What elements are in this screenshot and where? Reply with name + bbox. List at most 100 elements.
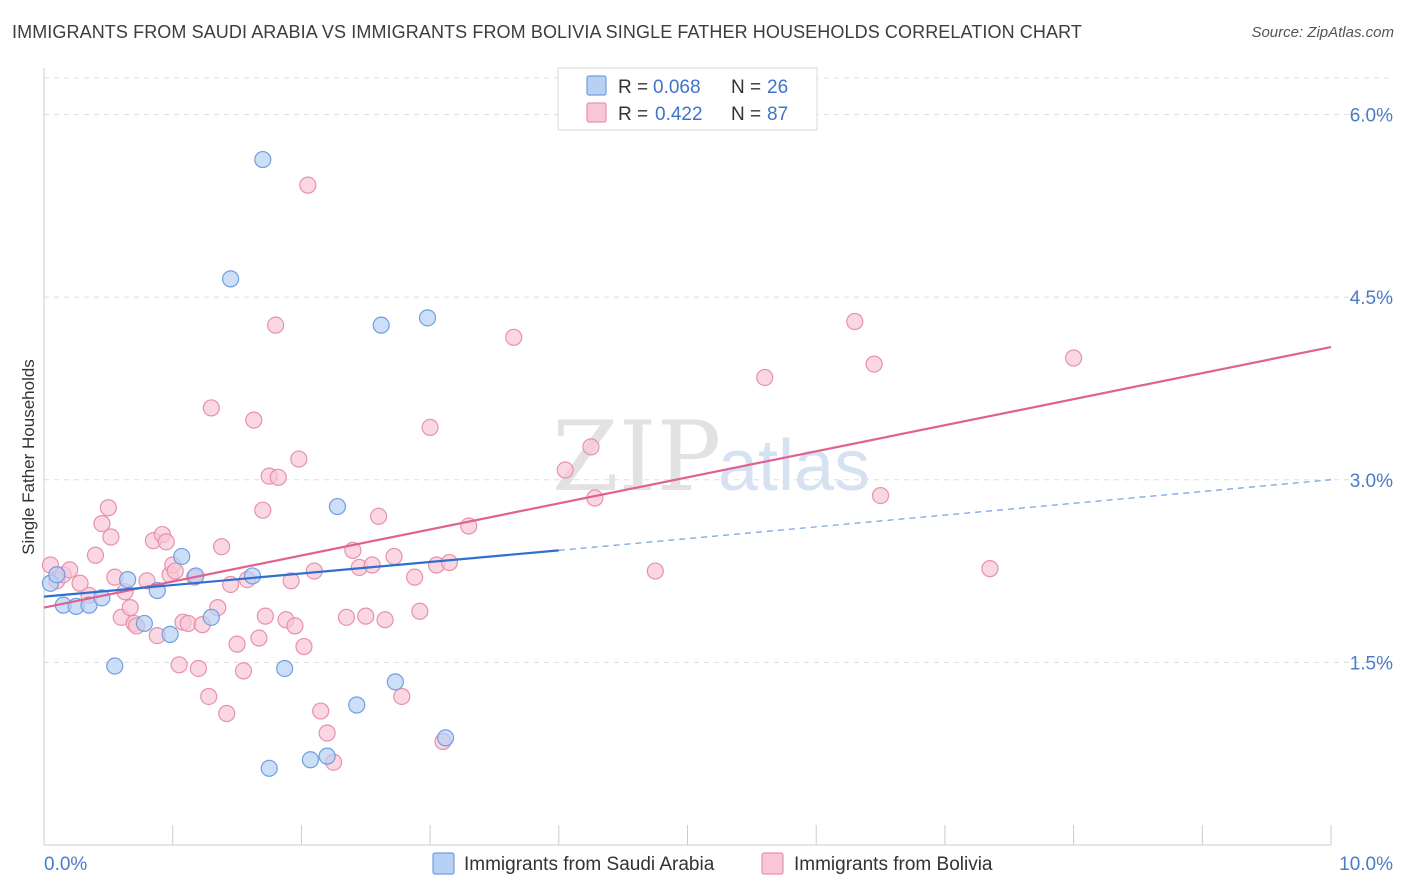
point-saudi	[436, 729, 455, 747]
legend-r-label-saudi: R =	[618, 77, 648, 98]
point-saudi	[106, 657, 124, 675]
y-tick-label: 4.5%	[1350, 288, 1393, 309]
bottom-legend-swatch-bolivia	[761, 852, 784, 875]
trend-line-saudi	[43, 549, 559, 598]
x-tick-label-min: 0.0%	[44, 854, 87, 875]
series-bolivia-points	[41, 176, 1083, 771]
point-bolivia	[157, 533, 175, 551]
point-bolivia	[179, 614, 197, 633]
bottom-legend-swatch-saudi	[432, 852, 455, 875]
point-saudi	[161, 625, 179, 643]
point-bolivia	[865, 355, 883, 373]
y-tick-labels: 1.5% 3.0% 4.5% 6.0%	[1350, 106, 1393, 675]
bottom-legend: Immigrants from Saudi Arabia Immigrants …	[432, 852, 993, 875]
point-bolivia	[218, 704, 236, 723]
legend-r-label-bolivia: R =	[618, 104, 648, 125]
point-bolivia	[376, 611, 394, 629]
point-bolivia	[846, 312, 864, 331]
point-bolivia	[267, 316, 285, 334]
point-bolivia	[121, 598, 139, 617]
point-bolivia	[102, 528, 120, 546]
point-bolivia	[202, 399, 220, 417]
legend-n-value-bolivia: 87	[767, 104, 788, 125]
point-bolivia	[385, 547, 403, 566]
point-bolivia	[93, 514, 111, 533]
point-saudi	[418, 309, 437, 327]
watermark-zip: ZIP	[552, 401, 721, 513]
point-bolivia	[370, 507, 388, 525]
point-bolivia	[406, 568, 424, 586]
y-axis-label: Single Father Households	[19, 359, 38, 555]
point-bolivia	[254, 501, 272, 519]
point-bolivia	[245, 411, 263, 429]
point-bolivia	[411, 602, 429, 620]
point-bolivia	[646, 562, 664, 580]
point-bolivia	[166, 562, 184, 580]
point-saudi	[202, 608, 220, 626]
point-saudi	[301, 751, 320, 769]
chart-title: IMMIGRANTS FROM SAUDI ARABIA VS IMMIGRAN…	[12, 22, 1082, 42]
point-saudi	[48, 566, 66, 584]
point-saudi	[135, 614, 153, 633]
legend-n-label-bolivia: N =	[731, 104, 761, 125]
point-saudi	[372, 316, 390, 334]
point-bolivia	[269, 468, 287, 486]
point-bolivia	[299, 176, 317, 194]
point-bolivia	[1064, 349, 1083, 367]
point-bolivia	[312, 702, 330, 720]
point-bolivia	[213, 538, 231, 556]
point-bolivia	[290, 450, 308, 468]
bottom-legend-label-saudi: Immigrants from Saudi Arabia	[464, 854, 715, 875]
point-bolivia	[170, 656, 188, 674]
y-tick-label: 3.0%	[1350, 471, 1393, 492]
x-tick-label-max: 10.0%	[1339, 854, 1393, 875]
point-bolivia	[582, 438, 600, 456]
point-bolivia	[981, 560, 999, 578]
point-bolivia	[282, 572, 300, 590]
point-bolivia	[505, 328, 523, 346]
trend-lines	[43, 345, 1332, 609]
point-bolivia	[189, 659, 208, 678]
point-saudi	[119, 570, 137, 589]
point-bolivia	[556, 461, 574, 479]
trend-line-saudi-extension	[558, 479, 1332, 551]
point-bolivia	[871, 486, 890, 505]
point-bolivia	[421, 418, 439, 437]
legend-r-value-bolivia: 0.422	[655, 104, 703, 125]
point-bolivia	[756, 368, 774, 387]
point-saudi	[260, 759, 278, 777]
y-tick-label: 6.0%	[1350, 106, 1393, 127]
point-bolivia	[200, 687, 218, 706]
point-saudi	[243, 567, 262, 585]
legend-swatch-saudi	[586, 75, 607, 96]
bottom-legend-label-bolivia: Immigrants from Bolivia	[794, 854, 993, 875]
point-saudi	[254, 150, 272, 169]
legend-swatch-bolivia	[586, 102, 607, 123]
point-bolivia	[295, 637, 313, 656]
y-tick-label: 1.5%	[1350, 653, 1393, 674]
point-bolivia	[234, 662, 253, 680]
trend-line-bolivia	[43, 345, 1332, 609]
point-bolivia	[440, 553, 459, 572]
point-bolivia	[250, 629, 268, 647]
point-saudi	[173, 547, 191, 566]
point-saudi	[386, 673, 404, 691]
legend-r-value-saudi: 0.068	[653, 77, 701, 98]
top-legend: R = 0.068 N = 26 R = 0.422 N = 87	[557, 67, 818, 131]
point-bolivia	[393, 687, 411, 706]
legend-n-label-saudi: N =	[731, 77, 761, 98]
point-bolivia	[286, 617, 304, 635]
source-label: Source: ZipAtlas.com	[1251, 24, 1394, 41]
point-saudi	[276, 659, 294, 678]
point-bolivia	[357, 607, 375, 625]
point-bolivia	[363, 556, 381, 574]
point-bolivia	[71, 574, 89, 592]
point-bolivia	[337, 608, 356, 626]
point-saudi	[328, 497, 347, 516]
series-saudi-points	[41, 150, 455, 777]
point-saudi	[80, 596, 98, 614]
point-bolivia	[228, 635, 246, 653]
axes	[43, 68, 1332, 846]
point-bolivia	[86, 546, 105, 564]
